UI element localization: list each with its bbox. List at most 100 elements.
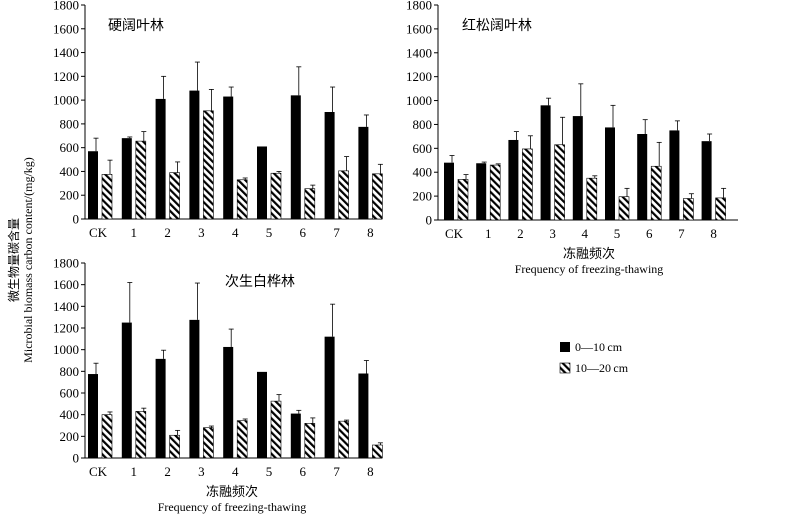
x-tick-label: 3 bbox=[198, 464, 205, 479]
y-tick-label: 1800 bbox=[406, 0, 432, 13]
bar-10-20cm bbox=[650, 165, 662, 221]
bar-0-10cm bbox=[189, 319, 200, 458]
y-tick-label: 1400 bbox=[53, 299, 79, 314]
x-tick-label: CK bbox=[89, 464, 108, 479]
y-tick-label: 200 bbox=[413, 189, 433, 204]
x-axis-title-cn-panel3: 冻融频次 bbox=[206, 484, 258, 500]
y-tick-label: 1000 bbox=[53, 93, 79, 108]
x-tick-label: 8 bbox=[367, 225, 374, 240]
bar-10-20cm bbox=[338, 420, 349, 459]
bar-10-20cm bbox=[338, 170, 349, 220]
bar-0-10cm bbox=[88, 374, 98, 458]
bar-0-10cm bbox=[121, 138, 132, 219]
bar-10-20cm bbox=[522, 148, 533, 221]
panel-secondary-birch: 0 200 400 600 800 1000 1200 1400 1600 1800 次生白桦林 CK… bbox=[53, 256, 383, 479]
bar-10-20cm bbox=[683, 198, 694, 221]
bar-0-10cm bbox=[637, 134, 648, 220]
x-tick-label: 5 bbox=[266, 225, 273, 240]
x-tick-label: 2 bbox=[164, 225, 171, 240]
y-tick-label: 0 bbox=[426, 213, 433, 228]
bar-0-10cm bbox=[358, 373, 369, 458]
y-tick-label: 0 bbox=[73, 451, 80, 466]
bar-10-20cm bbox=[101, 414, 113, 459]
bar-0-10cm bbox=[444, 162, 454, 220]
x-axis-title-en-panel2: Frequency of freezing-thawing bbox=[515, 262, 664, 276]
bar-10-20cm bbox=[372, 444, 383, 459]
legend-label-0-10cm: 0—10 cm bbox=[575, 340, 623, 354]
bar-10-20cm bbox=[554, 144, 565, 221]
legend-swatch-hatch bbox=[559, 362, 571, 374]
bar-10-20cm bbox=[135, 411, 147, 459]
x-axis-title-cn-panel2: 冻融频次 bbox=[563, 246, 615, 262]
y-tick-label: 1400 bbox=[53, 45, 79, 60]
x-tick-label: 6 bbox=[300, 225, 307, 240]
x-tick-label: 8 bbox=[367, 464, 374, 479]
y-tick-label: 600 bbox=[60, 140, 80, 155]
bar-0-10cm bbox=[290, 413, 301, 458]
bar-10-20cm bbox=[618, 196, 630, 221]
y-tick-label: 400 bbox=[60, 407, 80, 422]
bar-10-20cm bbox=[304, 188, 316, 220]
y-tick-label: 800 bbox=[413, 117, 433, 132]
panel-title: 次生白桦林 bbox=[225, 274, 295, 290]
x-tick-label: 1 bbox=[485, 226, 492, 241]
x-tick-label: 3 bbox=[549, 226, 556, 241]
y-axis-label-cn: 微生物量碳含量 bbox=[6, 218, 21, 302]
bar-0-10cm bbox=[508, 139, 519, 220]
y-tick-label: 1800 bbox=[53, 0, 79, 13]
legend-swatch-solid bbox=[560, 342, 570, 352]
bar-10-20cm bbox=[270, 172, 282, 220]
panel-title: 硬阔叶林 bbox=[108, 18, 164, 34]
y-tick-label: 1000 bbox=[406, 93, 432, 108]
bar-10-20cm bbox=[203, 110, 214, 220]
bar-0-10cm bbox=[324, 336, 335, 458]
bar-10-20cm bbox=[101, 174, 113, 220]
bar-0-10cm bbox=[358, 126, 369, 219]
y-tick-label: 400 bbox=[413, 165, 433, 180]
x-tick-label: 7 bbox=[333, 225, 340, 240]
bar-10-20cm bbox=[236, 420, 248, 459]
bar-0-10cm bbox=[257, 371, 267, 458]
x-tick-label: 4 bbox=[582, 226, 589, 241]
x-axis-title-en-panel3: Frequency of freezing-thawing bbox=[158, 500, 307, 514]
bar-0-10cm bbox=[88, 151, 98, 219]
y-tick-label: 0 bbox=[73, 212, 80, 227]
x-tick-label: 7 bbox=[333, 464, 340, 479]
bar-10-20cm bbox=[489, 164, 501, 221]
y-tick-label: 800 bbox=[60, 364, 80, 379]
x-tick-label: 5 bbox=[614, 226, 621, 241]
y-tick-label: 200 bbox=[60, 188, 80, 203]
x-tick-label: 8 bbox=[710, 226, 717, 241]
bar-0-10cm bbox=[155, 358, 166, 458]
bar-10-20cm bbox=[457, 179, 469, 221]
svg-text:微生物量碳含量: 微生物量碳含量 bbox=[6, 218, 21, 302]
y-tick-label: 1000 bbox=[53, 342, 79, 357]
bar-0-10cm bbox=[189, 90, 200, 219]
y-tick-label: 1600 bbox=[53, 21, 79, 36]
bar-10-20cm bbox=[236, 179, 248, 220]
y-tick-label: 1800 bbox=[53, 256, 79, 271]
panel-korean-pine: 0 200 400 600 800 1000 1200 1400 1600 1800 红松阔叶林 CK… bbox=[406, 0, 738, 241]
panel-hardwood: 0 200 400 600 800 1000 1200 1400 1600 1800 硬阔叶林 CK 1… bbox=[53, 0, 383, 240]
bar-0-10cm bbox=[476, 163, 487, 220]
bar-0-10cm bbox=[223, 96, 234, 219]
x-tick-label: 5 bbox=[266, 464, 273, 479]
x-tick-label: 1 bbox=[131, 464, 138, 479]
bar-10-20cm bbox=[586, 177, 598, 221]
y-tick-label: 400 bbox=[60, 164, 80, 179]
y-tick-label: 200 bbox=[60, 429, 80, 444]
bar-0-10cm bbox=[257, 146, 267, 219]
bar-10-20cm bbox=[135, 140, 147, 220]
bar-0-10cm bbox=[572, 116, 583, 220]
bar-0-10cm bbox=[121, 322, 132, 458]
y-tick-label: 1200 bbox=[53, 69, 79, 84]
y-tick-label: 1200 bbox=[406, 69, 432, 84]
y-tick-label: 600 bbox=[413, 141, 433, 156]
bar-10-20cm bbox=[715, 197, 726, 221]
y-tick-label: 1200 bbox=[53, 321, 79, 336]
y-tick-label: 600 bbox=[60, 386, 80, 401]
x-tick-label: 2 bbox=[164, 464, 171, 479]
y-axis-label: 微生物量碳含量 Microbial biomass carbon content… bbox=[6, 157, 35, 363]
bar-0-10cm bbox=[540, 105, 551, 220]
y-tick-label: 800 bbox=[60, 116, 80, 131]
